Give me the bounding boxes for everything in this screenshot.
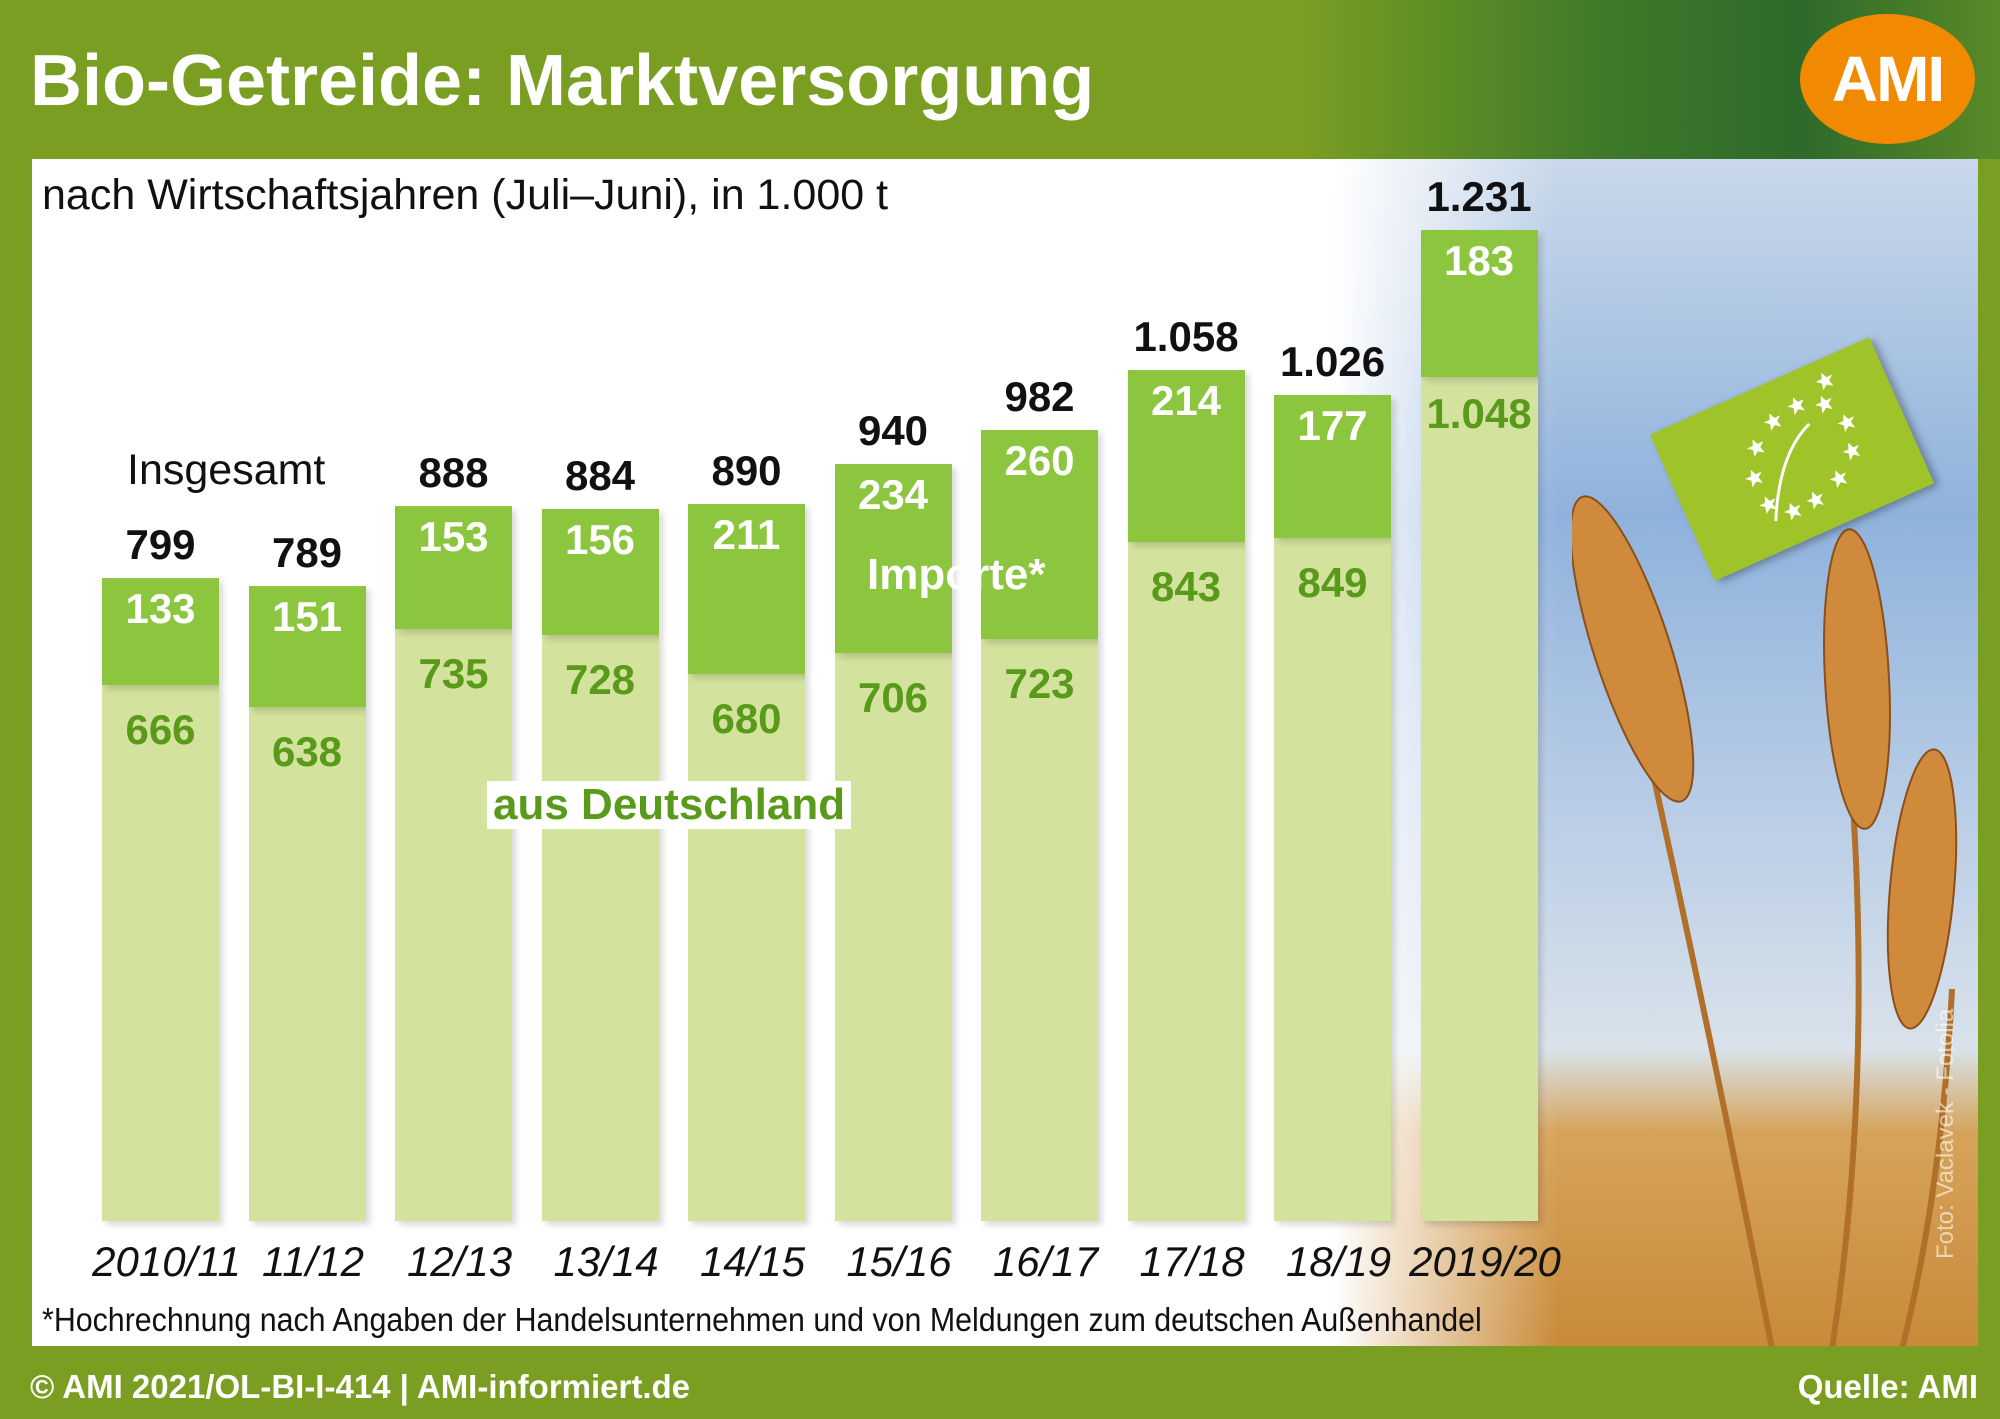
bar-imports: [248, 585, 366, 708]
bar-domestic: [1420, 377, 1538, 1221]
total-legend-label: Insgesamt: [127, 446, 326, 494]
total-value-label: 940: [857, 407, 929, 455]
page-title: Bio-Getreide: Marktversorgung: [30, 41, 1095, 121]
domestic-value-label: 843: [1150, 563, 1222, 611]
imports-value-label: 183: [1443, 237, 1515, 285]
year-tick-label: 2010/11: [92, 1238, 241, 1285]
domestic-value-label: 680: [711, 694, 782, 742]
imports-value-label: 133: [125, 584, 196, 632]
chart-panel: nach Wirtschaftsjahren (Juli–Juni), in 1…: [32, 159, 1978, 1346]
total-value-label: 890: [711, 446, 782, 494]
year-tick-label: 16/17: [992, 1238, 1099, 1285]
eu-stars-leaf-icon: [1742, 368, 1864, 522]
imports-value-label: 151: [271, 592, 343, 640]
copyright-footer: © AMI 2021/OL-BI-I-414 | AMI-informiert.…: [30, 1368, 691, 1405]
total-value-label: 1.231: [1426, 173, 1532, 221]
eu-organic-logo: [1649, 337, 1935, 581]
bar-imports: [1274, 395, 1391, 538]
chart-subtitle: nach Wirtschaftsjahren (Juli–Juni), in 1…: [42, 171, 889, 219]
bar-domestic: [1127, 542, 1245, 1221]
bar-domestic: [248, 707, 366, 1221]
domestic-legend-label: aus Deutschland: [487, 780, 852, 830]
year-tick-label: 13/14: [553, 1238, 659, 1285]
imports-value-label: 153: [418, 513, 489, 561]
imports-value-label: 260: [1004, 436, 1075, 484]
bar-domestic: [688, 673, 805, 1221]
bar-imports: [1127, 370, 1245, 543]
imports-value-label: 214: [1150, 377, 1222, 425]
year-tick-label: 12/13: [406, 1238, 513, 1285]
domestic-value-label: 735: [418, 650, 489, 698]
domestic-value-label: 706: [857, 673, 929, 721]
imports-value-label: 211: [712, 510, 781, 558]
bar-imports: [1420, 230, 1538, 378]
domestic-value-label: 666: [125, 705, 196, 753]
domestic-value-label: 638: [271, 728, 343, 776]
total-value-label: 888: [418, 449, 489, 497]
imports-value-label: 177: [1297, 402, 1368, 450]
bar-imports: [688, 503, 805, 674]
total-value-label: 789: [271, 528, 343, 576]
footnote: *Hochrechnung nach Angaben der Handelsun…: [42, 1301, 1482, 1338]
photo-credit: Foto: Vaclavek - Fotolia: [1932, 1008, 1959, 1259]
imports-legend-label: Importe*: [867, 550, 1046, 599]
domestic-value-label: 728: [564, 655, 636, 703]
source-label: Quelle: AMI: [1797, 1368, 1978, 1405]
bar-domestic: [541, 634, 659, 1221]
total-value-label: 982: [1004, 372, 1075, 420]
year-tick-label: 17/18: [1139, 1238, 1245, 1285]
ami-logo: AMI: [1800, 14, 1975, 144]
domestic-value-label: 1.048: [1426, 390, 1532, 438]
bar-domestic: [395, 629, 512, 1221]
year-tick-label: 14/15: [699, 1238, 806, 1285]
bar-domestic: [981, 638, 1098, 1221]
bar-domestic: [834, 652, 952, 1221]
year-tick-label: 2019/20: [1409, 1238, 1561, 1285]
total-value-label: 884: [564, 452, 636, 500]
total-value-label: 799: [125, 520, 196, 568]
total-value-label: 1.058: [1133, 313, 1239, 361]
bar-imports: [981, 429, 1098, 639]
header-band: Bio-Getreide: Marktversorgung AMI: [0, 0, 2000, 159]
wheat-ears-image: [1572, 495, 1958, 1346]
bar-domestic: [1274, 537, 1391, 1221]
year-tick-label: 15/16: [846, 1238, 952, 1285]
year-tick-label: 18/19: [1285, 1238, 1392, 1285]
year-tick-label: 11/12: [262, 1238, 364, 1285]
bar-imports: [834, 464, 952, 653]
bar-imports: [541, 509, 659, 635]
bar-imports: [102, 577, 219, 685]
domestic-value-label: 723: [1004, 659, 1075, 707]
imports-value-label: 156: [564, 516, 636, 564]
bar-imports: [395, 506, 512, 630]
bar-domestic: [102, 684, 219, 1221]
imports-value-label: 234: [857, 471, 929, 519]
total-value-label: 1.026: [1279, 338, 1386, 386]
domestic-value-label: 849: [1297, 558, 1368, 606]
